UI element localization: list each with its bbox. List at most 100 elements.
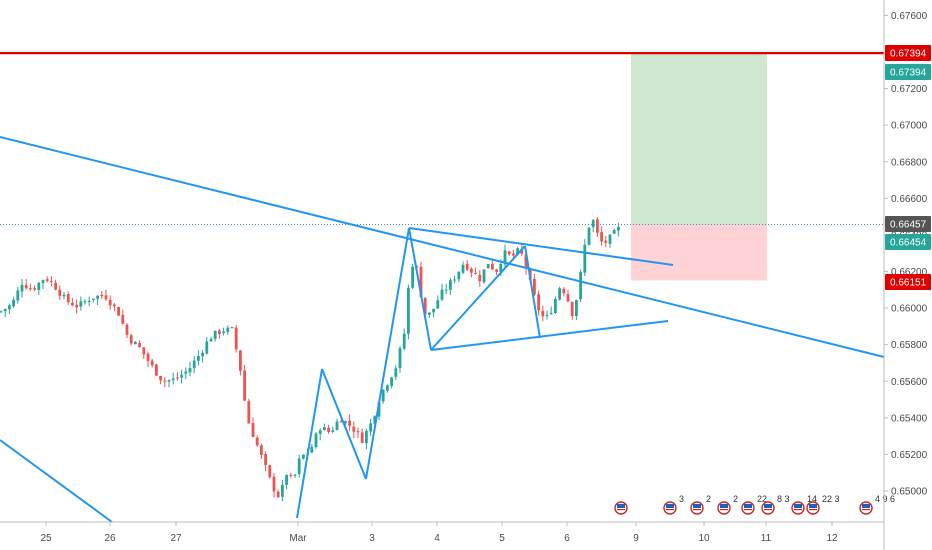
candle — [545, 310, 549, 320]
take-profit-badge-bg — [885, 64, 931, 80]
candle — [50, 276, 53, 287]
pattern-lower-trendline[interactable] — [430, 320, 669, 351]
candle-body — [386, 385, 389, 391]
candle — [205, 337, 209, 355]
take-profit-line-badge-label: 0.67394 — [890, 49, 927, 60]
candle — [491, 260, 494, 271]
candle-body — [45, 279, 49, 281]
candle — [121, 309, 125, 325]
candle-body — [533, 278, 536, 295]
candle-body — [113, 304, 116, 307]
candle — [197, 350, 200, 366]
take-profit-badge: 0.67394 — [885, 64, 931, 80]
flag-icon-stripe — [764, 509, 772, 511]
candle-body — [612, 230, 616, 234]
candle — [29, 283, 32, 292]
wave-leg[interactable] — [321, 368, 367, 480]
lower-left-trendline[interactable] — [0, 439, 113, 523]
candle — [138, 340, 141, 348]
candle-body — [125, 324, 129, 335]
candle — [218, 328, 221, 339]
candle-body — [365, 430, 368, 444]
candle-body — [213, 330, 217, 339]
wave-leg[interactable] — [365, 227, 410, 480]
candle — [113, 303, 116, 312]
candle-body — [83, 301, 87, 303]
candle-body — [138, 342, 141, 348]
candle-body — [12, 299, 15, 307]
wave-leg[interactable] — [430, 245, 526, 351]
candle — [407, 284, 410, 340]
flag-icon-stripe — [794, 509, 802, 511]
candle — [83, 299, 87, 305]
candle-body — [79, 301, 83, 307]
economic-event[interactable]: 3 — [663, 494, 684, 515]
flag-icon-canton — [617, 504, 625, 508]
candle — [0, 310, 3, 314]
candle — [75, 299, 78, 314]
candle-body — [239, 350, 242, 371]
candle-body — [205, 341, 209, 354]
economic-event[interactable]: 2 — [690, 494, 711, 515]
candlestick-series — [0, 217, 620, 502]
wave-leg[interactable] — [296, 368, 323, 519]
x-tick-label: 4 — [434, 533, 440, 544]
candle-body — [121, 314, 125, 324]
candle — [365, 428, 368, 450]
candle-body — [201, 352, 204, 357]
candle-body — [482, 269, 486, 283]
candle — [100, 291, 104, 300]
candle — [612, 228, 616, 235]
economic-event[interactable]: 22 3 — [806, 494, 840, 515]
y-tick-label: 0.66200 — [891, 267, 928, 278]
candle — [188, 361, 192, 376]
pattern-upper-trendline[interactable] — [408, 227, 674, 266]
candle — [79, 296, 83, 311]
candle-body — [192, 360, 196, 369]
long-descending-trendline[interactable] — [0, 136, 885, 358]
candle-body — [373, 416, 377, 424]
flag-icon-stripe — [666, 509, 674, 511]
candle-body — [289, 474, 293, 476]
x-tick-label: 12 — [826, 533, 838, 544]
economic-event[interactable]: 2 — [717, 494, 738, 515]
candle — [129, 333, 133, 346]
candle-body — [188, 367, 192, 373]
candle-body — [0, 311, 3, 313]
candle-body — [369, 423, 372, 432]
candle — [192, 355, 196, 374]
loss-zone[interactable] — [631, 224, 767, 281]
candle — [41, 279, 45, 290]
candle-body — [440, 289, 444, 300]
economic-event[interactable]: 8 3 — [761, 494, 790, 515]
economic-event[interactable]: 22 — [741, 494, 767, 515]
candle-body — [570, 302, 574, 317]
economic-event[interactable] — [614, 501, 628, 515]
economic-event[interactable]: 14 — [791, 494, 817, 515]
candle — [58, 285, 62, 300]
wave-leg[interactable] — [408, 227, 432, 351]
candle — [209, 336, 213, 342]
candle-body — [495, 269, 498, 272]
flag-icon-canton — [809, 504, 817, 508]
x-tick-label: 25 — [40, 533, 52, 544]
candle — [54, 279, 57, 291]
candle-body — [377, 402, 381, 417]
candle-body — [197, 355, 200, 361]
wave-leg[interactable] — [524, 245, 541, 339]
candle-body — [444, 289, 448, 291]
candle — [33, 285, 36, 292]
economic-event[interactable]: 4 9 6 — [859, 494, 895, 515]
flag-icon-canton — [764, 504, 772, 508]
candle — [465, 259, 469, 272]
candle — [247, 398, 251, 424]
profit-zone[interactable] — [631, 53, 767, 225]
candle-body — [566, 294, 570, 302]
candle-body — [339, 421, 343, 423]
candle-body — [360, 432, 364, 443]
take-profit-badge-label: 0.67394 — [890, 68, 927, 79]
candle-body — [155, 364, 158, 376]
x-tick-label: 9 — [633, 533, 639, 544]
